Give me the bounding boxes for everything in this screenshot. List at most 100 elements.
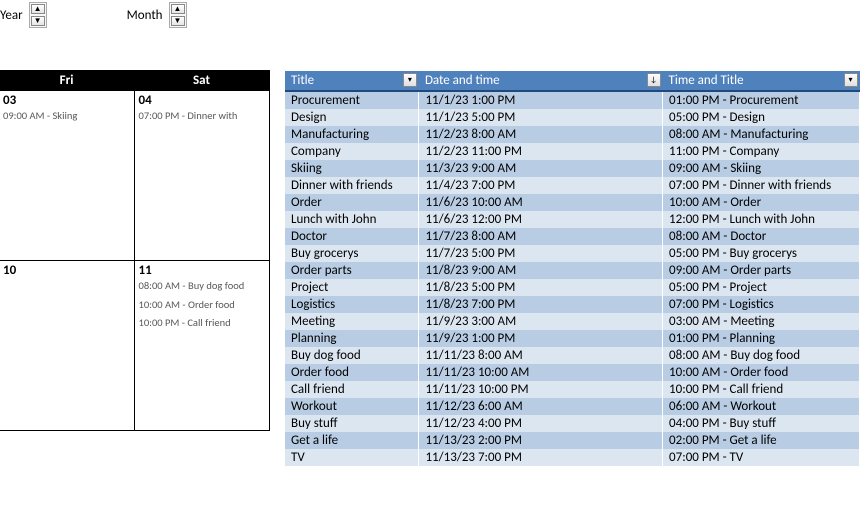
table-row[interactable]: Project11/8/23 5:00 PM05:00 PM - Project	[285, 279, 860, 296]
cell-timetitle[interactable]: 08:00 AM - Buy dog food	[663, 347, 860, 364]
cell-title[interactable]: Buy dog food	[285, 347, 419, 364]
cell-timetitle[interactable]: 12:00 PM - Lunch with John	[663, 211, 860, 228]
cell-title[interactable]: Meeting	[285, 313, 419, 330]
cell-title[interactable]: Lunch with John	[285, 211, 419, 228]
month-down-icon[interactable]: ▼	[171, 16, 185, 26]
cell-date[interactable]: 11/2/23 11:00 PM	[419, 143, 663, 160]
table-row[interactable]: Get a life11/13/23 2:00 PM02:00 PM - Get…	[285, 432, 860, 449]
header-timetitle[interactable]: Time and Title ▾	[663, 71, 860, 91]
filter-dropdown-icon[interactable]: ▾	[403, 73, 417, 87]
cell-date[interactable]: 11/7/23 8:00 AM	[419, 228, 663, 245]
cell-title[interactable]: Buy stuff	[285, 415, 419, 432]
table-row[interactable]: Meeting11/9/23 3:00 AM03:00 AM - Meeting	[285, 313, 860, 330]
cell-timetitle[interactable]: 05:00 PM - Design	[663, 109, 860, 126]
cell-timetitle[interactable]: 09:00 AM - Skiing	[663, 160, 860, 177]
table-row[interactable]: Dinner with friends11/4/23 7:00 PM07:00 …	[285, 177, 860, 194]
cell-title[interactable]: Dinner with friends	[285, 177, 419, 194]
cell-timetitle[interactable]: 01:00 PM - Procurement	[663, 91, 860, 109]
table-row[interactable]: Buy stuff11/12/23 4:00 PM04:00 PM - Buy …	[285, 415, 860, 432]
calendar-event[interactable]: 10:00 PM - Call friend	[139, 317, 266, 330]
cell-date[interactable]: 11/8/23 5:00 PM	[419, 279, 663, 296]
cell-timetitle[interactable]: 08:00 AM - Doctor	[663, 228, 860, 245]
cell-title[interactable]: Buy grocerys	[285, 245, 419, 262]
table-row[interactable]: Company11/2/23 11:00 PM11:00 PM - Compan…	[285, 143, 860, 160]
table-row[interactable]: Design11/1/23 5:00 PM05:00 PM - Design	[285, 109, 860, 126]
cell-timetitle[interactable]: 10:00 PM - Call friend	[663, 381, 860, 398]
cell-timetitle[interactable]: 02:00 PM - Get a life	[663, 432, 860, 449]
cell-date[interactable]: 11/12/23 4:00 PM	[419, 415, 663, 432]
cell-date[interactable]: 11/4/23 7:00 PM	[419, 177, 663, 194]
cell-title[interactable]: Call friend	[285, 381, 419, 398]
table-row[interactable]: Procurement11/1/23 1:00 PM01:00 PM - Pro…	[285, 91, 860, 109]
cell-timetitle[interactable]: 10:00 AM - Order food	[663, 364, 860, 381]
year-spinner[interactable]: ▲ ▼	[29, 2, 47, 28]
filter-dropdown-icon[interactable]: ▾	[844, 73, 858, 87]
cell-timetitle[interactable]: 09:00 AM - Order parts	[663, 262, 860, 279]
month-up-icon[interactable]: ▲	[171, 4, 185, 14]
table-row[interactable]: Lunch with John11/6/23 12:00 PM12:00 PM …	[285, 211, 860, 228]
cell-timetitle[interactable]: 03:00 AM - Meeting	[663, 313, 860, 330]
header-title[interactable]: Title ▾	[285, 71, 419, 91]
cell-timetitle[interactable]: 05:00 PM - Project	[663, 279, 860, 296]
cell-title[interactable]: Skiing	[285, 160, 419, 177]
cell-title[interactable]: Planning	[285, 330, 419, 347]
cell-timetitle[interactable]: 06:00 AM - Workout	[663, 398, 860, 415]
cell-timetitle[interactable]: 04:00 PM - Buy stuff	[663, 415, 860, 432]
cell-date[interactable]: 11/8/23 7:00 PM	[419, 296, 663, 313]
cell-title[interactable]: Order parts	[285, 262, 419, 279]
cell-date[interactable]: 11/12/23 6:00 AM	[419, 398, 663, 415]
cell-date[interactable]: 11/6/23 12:00 PM	[419, 211, 663, 228]
table-row[interactable]: Order food11/11/23 10:00 AM10:00 AM - Or…	[285, 364, 860, 381]
table-row[interactable]: Skiing11/3/23 9:00 AM09:00 AM - Skiing	[285, 160, 860, 177]
cell-title[interactable]: Project	[285, 279, 419, 296]
cell-date[interactable]: 11/11/23 10:00 PM	[419, 381, 663, 398]
cell-title[interactable]: Get a life	[285, 432, 419, 449]
cell-timetitle[interactable]: 07:00 PM - TV	[663, 449, 860, 466]
sort-asc-icon[interactable]: ↓	[647, 73, 661, 87]
cell-title[interactable]: Workout	[285, 398, 419, 415]
year-down-icon[interactable]: ▼	[31, 16, 45, 26]
cell-title[interactable]: Company	[285, 143, 419, 160]
cell-date[interactable]: 11/11/23 8:00 AM	[419, 347, 663, 364]
cell-date[interactable]: 11/13/23 7:00 PM	[419, 449, 663, 466]
cell-date[interactable]: 11/1/23 1:00 PM	[419, 91, 663, 109]
cell-title[interactable]: Design	[285, 109, 419, 126]
calendar-event[interactable]: 08:00 AM - Buy dog food	[139, 280, 266, 293]
cell-title[interactable]: Order	[285, 194, 419, 211]
calendar-day-cell[interactable]: 10	[0, 261, 134, 430]
cell-timetitle[interactable]: 11:00 PM - Company	[663, 143, 860, 160]
table-row[interactable]: Order parts11/8/23 9:00 AM09:00 AM - Ord…	[285, 262, 860, 279]
cell-title[interactable]: Order food	[285, 364, 419, 381]
table-row[interactable]: Workout11/12/23 6:00 AM06:00 AM - Workou…	[285, 398, 860, 415]
cell-date[interactable]: 11/3/23 9:00 AM	[419, 160, 663, 177]
table-row[interactable]: Planning11/9/23 1:00 PM01:00 PM - Planni…	[285, 330, 860, 347]
year-up-icon[interactable]: ▲	[31, 4, 45, 14]
cell-timetitle[interactable]: 08:00 AM - Manufacturing	[663, 126, 860, 143]
calendar-day-cell[interactable]: 1108:00 AM - Buy dog food10:00 AM - Orde…	[134, 261, 270, 430]
cell-title[interactable]: Logistics	[285, 296, 419, 313]
cell-date[interactable]: 11/7/23 5:00 PM	[419, 245, 663, 262]
cell-timetitle[interactable]: 05:00 PM - Buy grocerys	[663, 245, 860, 262]
table-row[interactable]: Buy grocerys11/7/23 5:00 PM05:00 PM - Bu…	[285, 245, 860, 262]
calendar-day-cell[interactable]: 0309:00 AM - Skiing	[0, 91, 134, 260]
cell-date[interactable]: 11/2/23 8:00 AM	[419, 126, 663, 143]
cell-date[interactable]: 11/9/23 1:00 PM	[419, 330, 663, 347]
cell-timetitle[interactable]: 07:00 PM - Logistics	[663, 296, 860, 313]
table-row[interactable]: Order11/6/23 10:00 AM10:00 AM - Order	[285, 194, 860, 211]
table-row[interactable]: Manufacturing11/2/23 8:00 AM08:00 AM - M…	[285, 126, 860, 143]
cell-timetitle[interactable]: 10:00 AM - Order	[663, 194, 860, 211]
cell-title[interactable]: TV	[285, 449, 419, 466]
table-row[interactable]: TV11/13/23 7:00 PM07:00 PM - TV	[285, 449, 860, 466]
cell-title[interactable]: Doctor	[285, 228, 419, 245]
table-row[interactable]: Doctor11/7/23 8:00 AM08:00 AM - Doctor	[285, 228, 860, 245]
month-spinner[interactable]: ▲ ▼	[169, 2, 187, 28]
cell-timetitle[interactable]: 01:00 PM - Planning	[663, 330, 860, 347]
cell-title[interactable]: Procurement	[285, 91, 419, 109]
calendar-event[interactable]: 10:00 AM - Order food	[139, 299, 266, 312]
header-date[interactable]: Date and time ↓	[419, 71, 663, 91]
table-row[interactable]: Call friend11/11/23 10:00 PM10:00 PM - C…	[285, 381, 860, 398]
calendar-day-cell[interactable]: 0407:00 PM - Dinner with	[134, 91, 270, 260]
cell-date[interactable]: 11/13/23 2:00 PM	[419, 432, 663, 449]
cell-timetitle[interactable]: 07:00 PM - Dinner with friends	[663, 177, 860, 194]
table-row[interactable]: Buy dog food11/11/23 8:00 AM08:00 AM - B…	[285, 347, 860, 364]
